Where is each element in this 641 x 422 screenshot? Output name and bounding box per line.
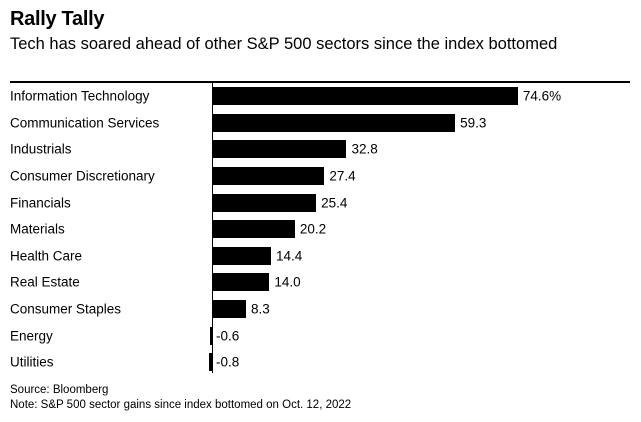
- methodology-note: Note: S&P 500 sector gains since index b…: [10, 398, 352, 411]
- sector-bar: [208, 353, 212, 372]
- chart-title: Rally Tally: [10, 8, 105, 30]
- sector-label: Communication Services: [10, 115, 160, 131]
- chart-row: Industrials 32.8: [10, 136, 630, 163]
- chart-row: Consumer Discretionary 27.4: [10, 163, 630, 190]
- sector-bar: [212, 113, 456, 132]
- sector-label: Financials: [10, 195, 71, 211]
- value-label: 25.4: [321, 195, 348, 211]
- sector-bar: [212, 300, 247, 319]
- sector-label: Energy: [10, 328, 53, 344]
- sector-bar: [212, 246, 272, 265]
- chart-subtitle: Tech has soared ahead of other S&P 500 s…: [10, 35, 558, 53]
- sector-label: Information Technology: [10, 88, 150, 104]
- sector-bar: [212, 167, 325, 186]
- sector-bar: [212, 193, 317, 212]
- value-label: 74.6%: [522, 88, 562, 104]
- sector-bar: [212, 140, 347, 159]
- chart-row: Utilities -0.8: [10, 349, 630, 376]
- sector-bar: [212, 273, 270, 292]
- sector-label: Utilities: [10, 354, 54, 370]
- sector-label: Materials: [10, 221, 65, 237]
- chart-row: Consumer Staples 8.3: [10, 296, 630, 323]
- value-label: -0.8: [216, 354, 240, 370]
- value-label: 14.0: [274, 274, 301, 290]
- value-label: -0.6: [216, 328, 240, 344]
- value-label: 14.4: [276, 248, 303, 264]
- chart-row: Health Care 14.4: [10, 243, 630, 270]
- chart-row: Energy -0.6: [10, 322, 630, 349]
- sector-bar: [212, 87, 518, 106]
- chart-row: Real Estate 14.0: [10, 269, 630, 296]
- chart-row: Financials 25.4: [10, 189, 630, 216]
- value-label: 59.3: [460, 115, 487, 131]
- value-label: 8.3: [251, 301, 270, 317]
- sector-label: Real Estate: [10, 274, 80, 290]
- value-label: 20.2: [299, 221, 327, 237]
- chart-footer: Source: Bloomberg Note: S&P 500 sector g…: [10, 383, 630, 413]
- bar-chart: Information Technology 74.6% Communication…: [10, 83, 630, 376]
- sector-bar: [209, 326, 212, 345]
- chart-row: Materials 20.2: [10, 216, 630, 243]
- source-note: Source: Bloomberg: [10, 383, 109, 396]
- sector-label: Industrials: [10, 141, 72, 157]
- chart-row: Information Technology 74.6%: [10, 83, 630, 110]
- sector-bar: [212, 220, 295, 239]
- sector-label: Consumer Staples: [10, 301, 122, 317]
- top-rule: [10, 81, 630, 83]
- sector-label: Health Care: [10, 248, 83, 264]
- chart-row: Communication Services 59.3: [10, 110, 630, 137]
- sector-label: Consumer Discretionary: [10, 168, 155, 184]
- value-label: 27.4: [329, 168, 356, 184]
- value-label: 32.8: [351, 141, 378, 157]
